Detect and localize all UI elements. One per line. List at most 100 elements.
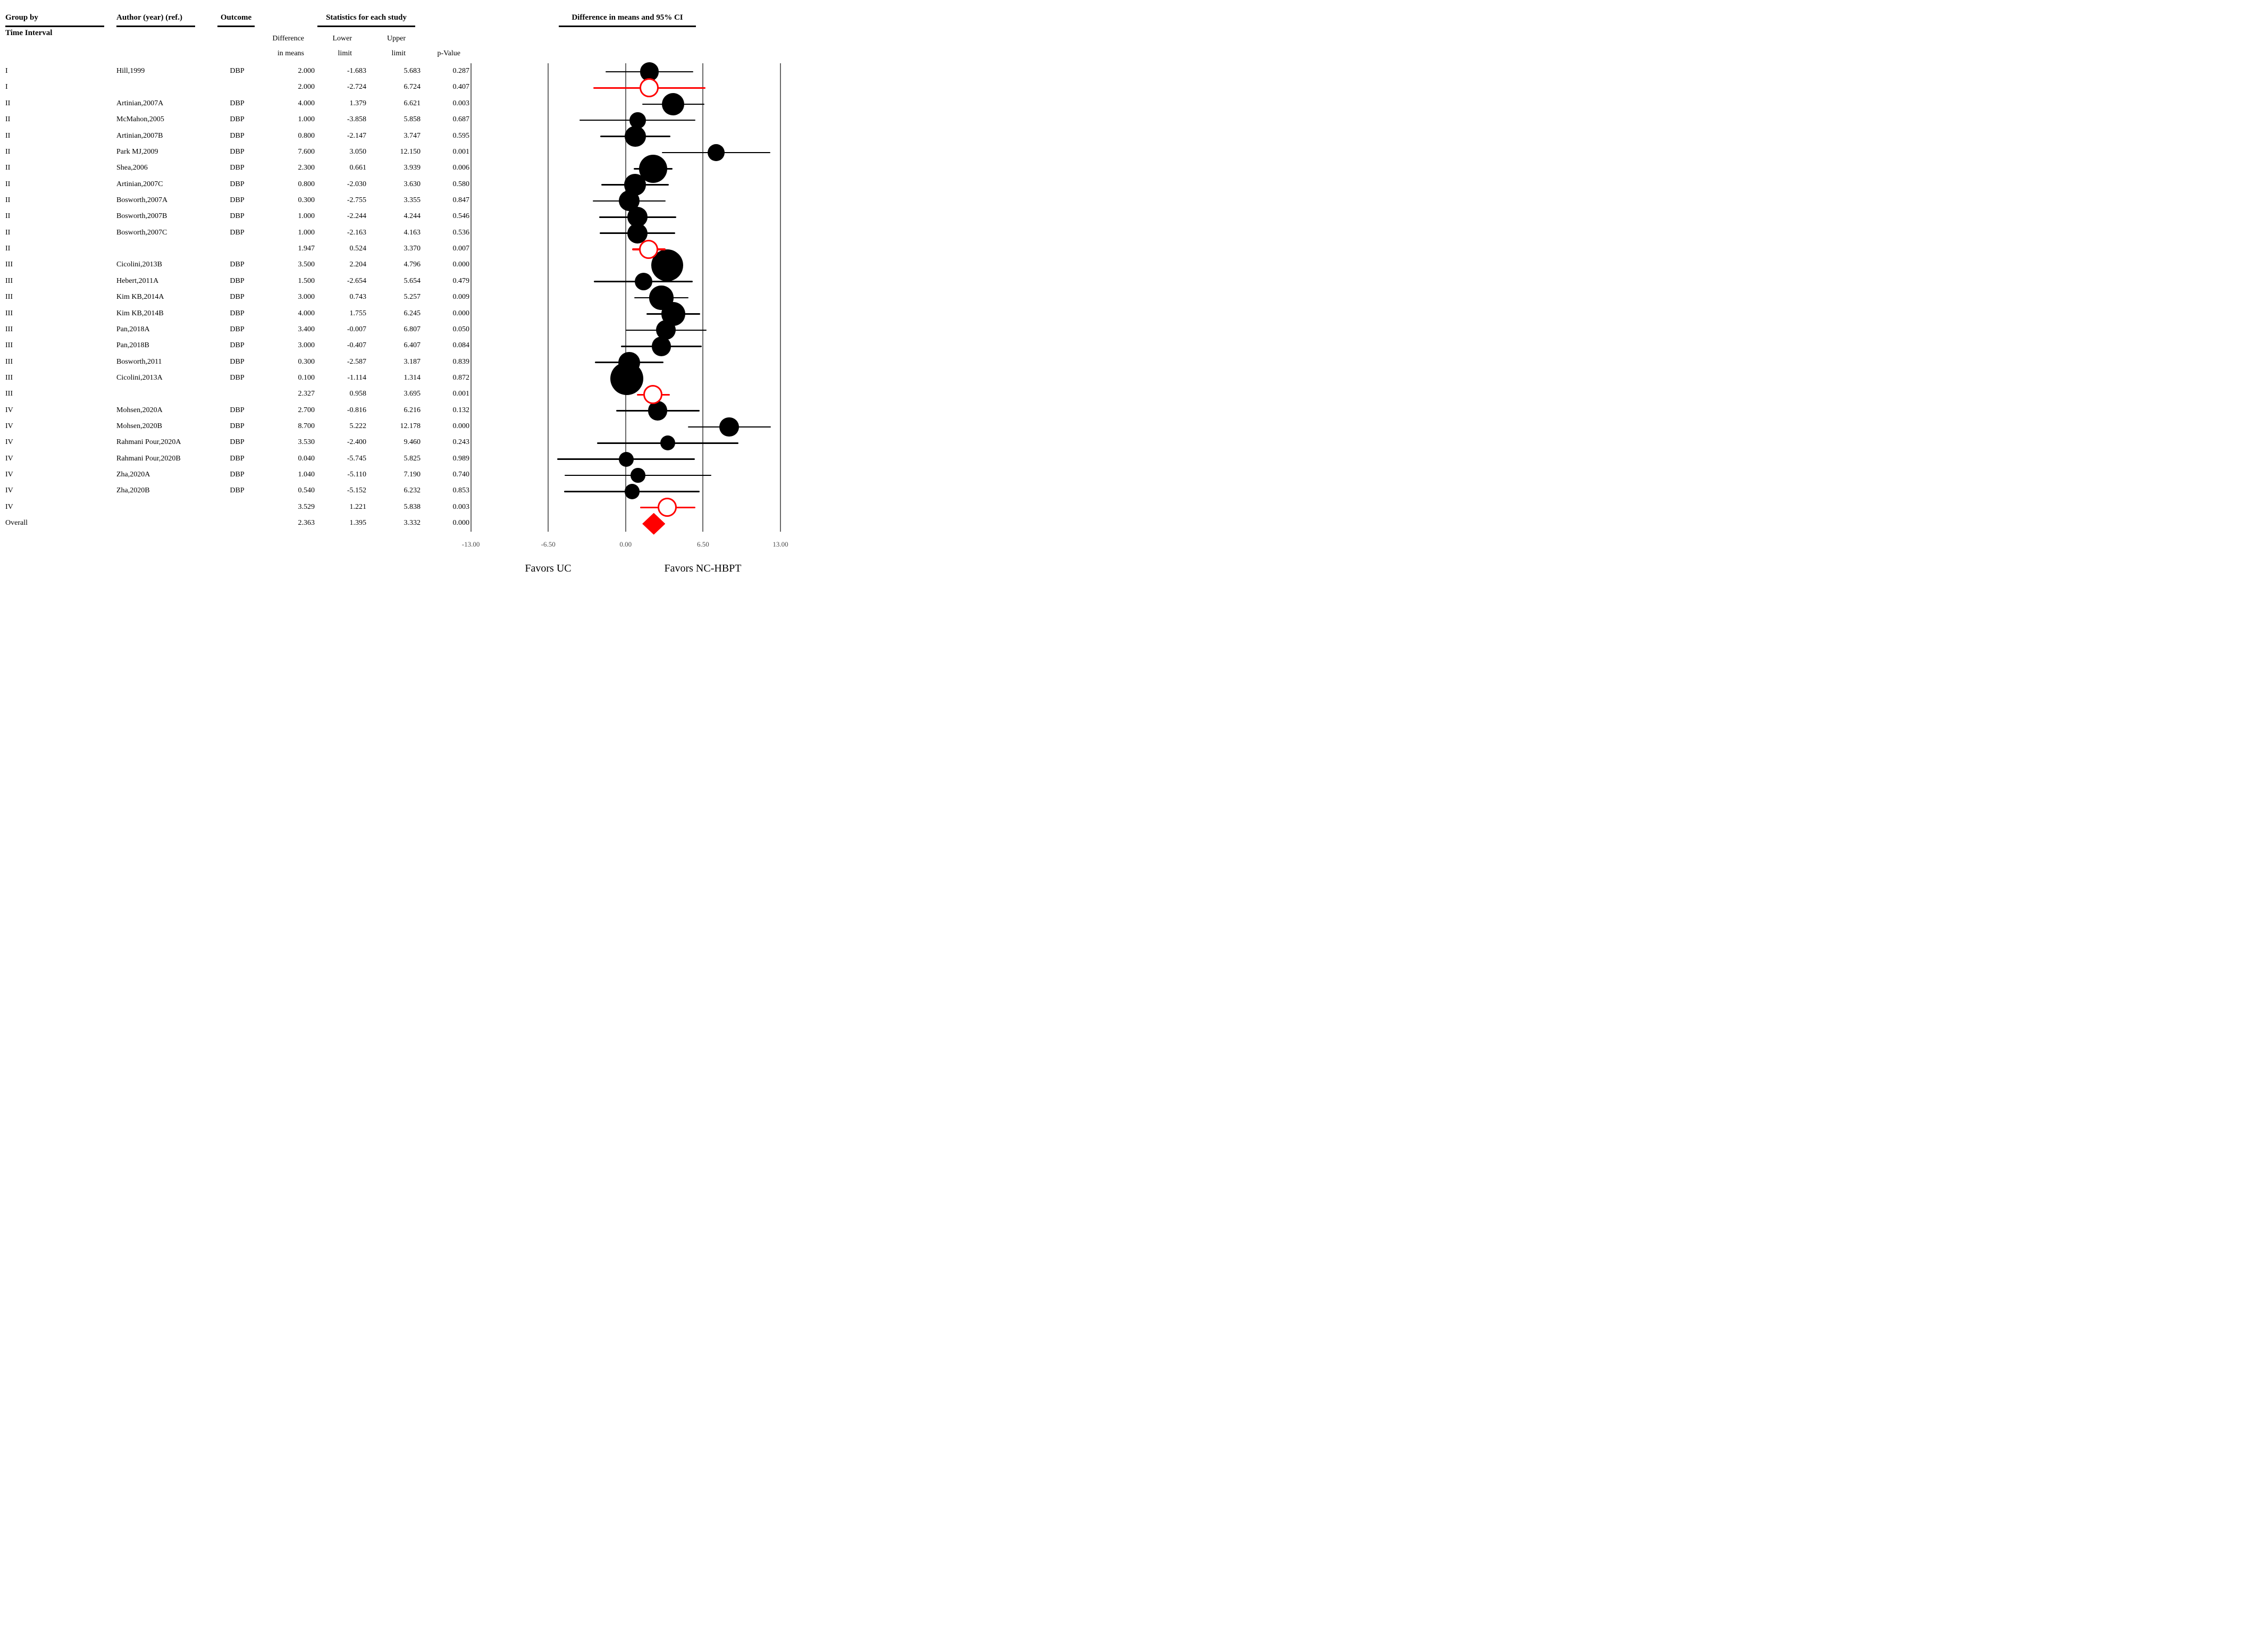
row-pvalue: 0.407 — [452, 83, 470, 91]
row-pvalue: 0.740 — [452, 471, 470, 479]
row-author: Pan,2018A — [116, 325, 150, 333]
row-upper: 7.190 — [404, 471, 421, 479]
gridline-13.00 — [780, 63, 781, 532]
row-group: IV — [5, 406, 13, 414]
row-lower: 1.755 — [349, 309, 367, 317]
row-lower: -5.110 — [347, 471, 366, 479]
row-diff: 8.700 — [298, 422, 315, 431]
row-pvalue: 0.287 — [452, 67, 470, 76]
row-group: II — [5, 115, 11, 124]
row-outcome: DBP — [230, 131, 245, 140]
row-author: Rahmani Pour,2020B — [116, 454, 181, 463]
study-point-marker — [618, 451, 634, 467]
row-group: III — [5, 293, 13, 301]
x-tick-label: 0.00 — [619, 540, 632, 548]
row-group: III — [5, 373, 13, 382]
row-lower: 1.379 — [349, 99, 367, 107]
row-diff: 1.947 — [298, 245, 315, 253]
row-group: IV — [5, 471, 13, 479]
row-diff: 0.800 — [298, 180, 315, 188]
row-author: Park MJ,2009 — [116, 147, 158, 156]
row-upper: 6.807 — [404, 325, 421, 333]
study-point-marker — [719, 417, 739, 437]
row-diff: 3.400 — [298, 325, 315, 333]
ci-title-header: Difference in means and 95% CI — [572, 13, 683, 22]
row-diff: 4.000 — [298, 309, 315, 317]
row-group: III — [5, 276, 13, 285]
favors-nc-hbpt-label: Favors NC-HBPT — [664, 563, 742, 574]
row-group: II — [5, 164, 11, 172]
row-author: Zha,2020B — [116, 487, 150, 495]
row-author: Mohsen,2020A — [116, 406, 163, 414]
row-outcome: DBP — [230, 309, 245, 317]
row-upper: 5.654 — [404, 276, 421, 285]
row-diff: 2.000 — [298, 83, 315, 91]
row-lower: 0.958 — [349, 390, 367, 398]
group-by-underline — [5, 26, 104, 27]
row-lower: 3.050 — [349, 147, 367, 156]
row-author: Artinian,2007C — [116, 180, 163, 188]
row-upper: 12.150 — [400, 147, 421, 156]
row-group: Overall — [5, 519, 28, 527]
row-pvalue: 0.007 — [452, 245, 470, 253]
row-diff: 3.530 — [298, 438, 315, 447]
row-lower: -1.114 — [347, 373, 366, 382]
row-author: Shea,2006 — [116, 164, 148, 172]
row-author: Bosworth,2011 — [116, 357, 162, 366]
row-diff: 1.000 — [298, 212, 315, 221]
row-pvalue: 0.009 — [452, 293, 470, 301]
row-lower: -2.163 — [347, 228, 366, 237]
row-lower: -1.683 — [347, 67, 366, 76]
row-group: II — [5, 131, 11, 140]
row-upper: 4.796 — [404, 261, 421, 269]
row-lower: 1.221 — [349, 502, 367, 511]
row-group: IV — [5, 438, 13, 447]
row-outcome: DBP — [230, 454, 245, 463]
subtotal-point-marker — [643, 384, 663, 404]
row-group: II — [5, 228, 11, 237]
row-upper: 6.407 — [404, 341, 421, 350]
x-tick-label: 13.00 — [772, 540, 788, 548]
row-pvalue: 0.084 — [452, 341, 470, 350]
row-outcome: DBP — [230, 212, 245, 221]
row-outcome: DBP — [230, 67, 245, 76]
row-author: Cicolini,2013B — [116, 261, 162, 269]
row-author: Cicolini,2013A — [116, 373, 163, 382]
row-pvalue: 0.989 — [452, 454, 470, 463]
row-diff: 0.040 — [298, 454, 315, 463]
row-group: III — [5, 309, 13, 317]
row-group: I — [5, 67, 8, 76]
row-diff: 2.363 — [298, 519, 315, 527]
study-point-marker — [640, 62, 659, 81]
row-lower: 0.524 — [349, 245, 367, 253]
row-lower: 2.204 — [349, 261, 367, 269]
row-group: IV — [5, 502, 13, 511]
row-group: II — [5, 212, 11, 221]
row-author: Hebert,2011A — [116, 276, 159, 285]
row-author: Bosworth,2007A — [116, 196, 168, 204]
row-lower: -0.007 — [347, 325, 366, 333]
row-diff: 3.000 — [298, 293, 315, 301]
row-pvalue: 0.839 — [452, 357, 470, 366]
row-pvalue: 0.536 — [452, 228, 470, 237]
row-lower: -2.724 — [347, 83, 366, 91]
row-outcome: DBP — [230, 487, 245, 495]
row-diff: 1.000 — [298, 115, 315, 124]
study-point-marker — [610, 362, 643, 395]
row-diff: 1.500 — [298, 276, 315, 285]
study-point-marker — [651, 249, 684, 282]
row-lower: 0.661 — [349, 164, 367, 172]
author-header: Author (year) (ref.) — [116, 13, 182, 22]
row-diff: 3.529 — [298, 502, 315, 511]
row-pvalue: 0.000 — [452, 309, 470, 317]
row-group: II — [5, 147, 11, 156]
row-group: II — [5, 245, 11, 253]
row-diff: 0.300 — [298, 196, 315, 204]
row-author: Mohsen,2020B — [116, 422, 162, 431]
row-upper: 6.232 — [404, 487, 421, 495]
row-pvalue: 0.006 — [452, 164, 470, 172]
row-outcome: DBP — [230, 196, 245, 204]
row-author: Artinian,2007B — [116, 131, 163, 140]
row-lower: -2.755 — [347, 196, 366, 204]
row-lower: -2.147 — [347, 131, 366, 140]
